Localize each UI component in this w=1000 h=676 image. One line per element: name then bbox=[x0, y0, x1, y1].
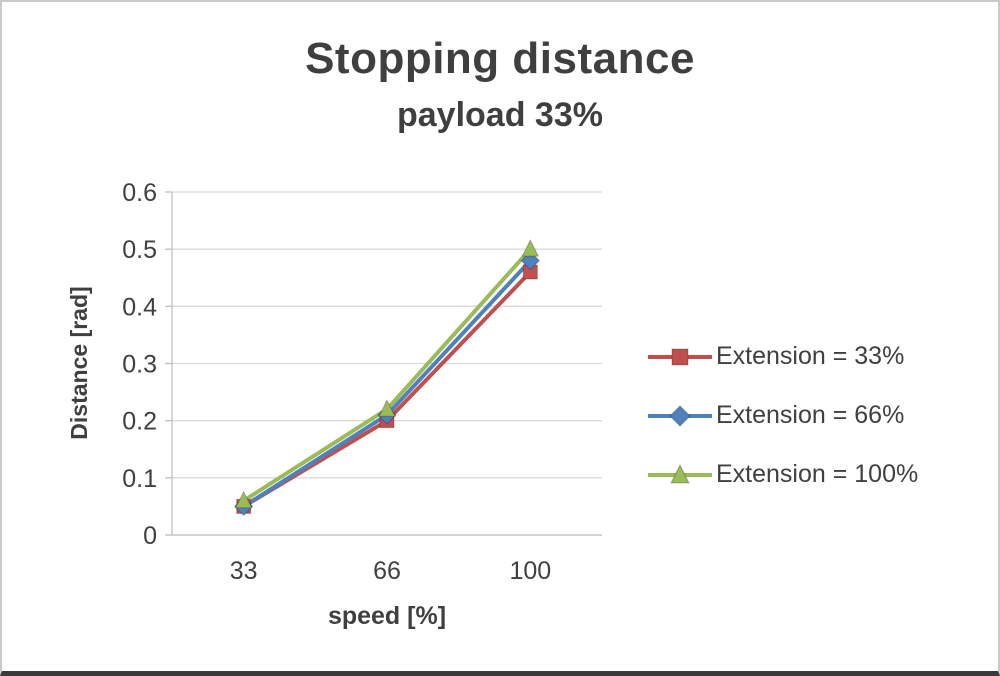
chart-title: Stopping distance bbox=[305, 34, 695, 83]
legend-swatch-triangle-icon bbox=[648, 463, 712, 483]
legend-item-extension-66: Extension = 66% bbox=[646, 401, 918, 430]
legend-label: Extension = 33% bbox=[716, 342, 905, 370]
y-tick-label: 0.4 bbox=[122, 293, 157, 321]
y-tick-label: 0.1 bbox=[122, 465, 157, 493]
y-tick-label: 0.3 bbox=[122, 351, 157, 379]
marker-triangle bbox=[234, 490, 253, 509]
y-tick-label: 0.5 bbox=[122, 236, 157, 264]
y-axis-title: Distance [rad] bbox=[66, 286, 92, 440]
legend-swatch-square-icon bbox=[648, 348, 712, 365]
marker-diamond bbox=[669, 404, 691, 427]
legend: Extension = 33% Extension = 66% Extensio… bbox=[646, 342, 918, 489]
marker-triangle bbox=[378, 399, 396, 417]
legend-item-extension-100: Extension = 100% bbox=[646, 460, 918, 489]
marker-triangle bbox=[670, 463, 690, 483]
x-tick-label: 100 bbox=[509, 557, 551, 585]
y-tick-label: 0 bbox=[143, 522, 157, 550]
marker-triangle bbox=[521, 239, 540, 257]
x-tick-label: 66 bbox=[373, 557, 401, 585]
legend-item-extension-33: Extension = 33% bbox=[646, 342, 918, 371]
y-tick-label: 0.2 bbox=[122, 408, 157, 436]
legend-swatch-diamond-icon bbox=[648, 404, 712, 427]
x-tick-label: 33 bbox=[230, 557, 258, 585]
legend-label: Extension = 66% bbox=[716, 401, 905, 429]
y-tick-label: 0.6 bbox=[122, 179, 157, 207]
x-axis-title: speed [%] bbox=[327, 602, 447, 630]
marker-square bbox=[671, 348, 689, 365]
series-line-triangle bbox=[241, 247, 533, 503]
legend-label: Extension = 100% bbox=[716, 460, 919, 488]
chart-subtitle: payload 33% bbox=[397, 96, 603, 134]
